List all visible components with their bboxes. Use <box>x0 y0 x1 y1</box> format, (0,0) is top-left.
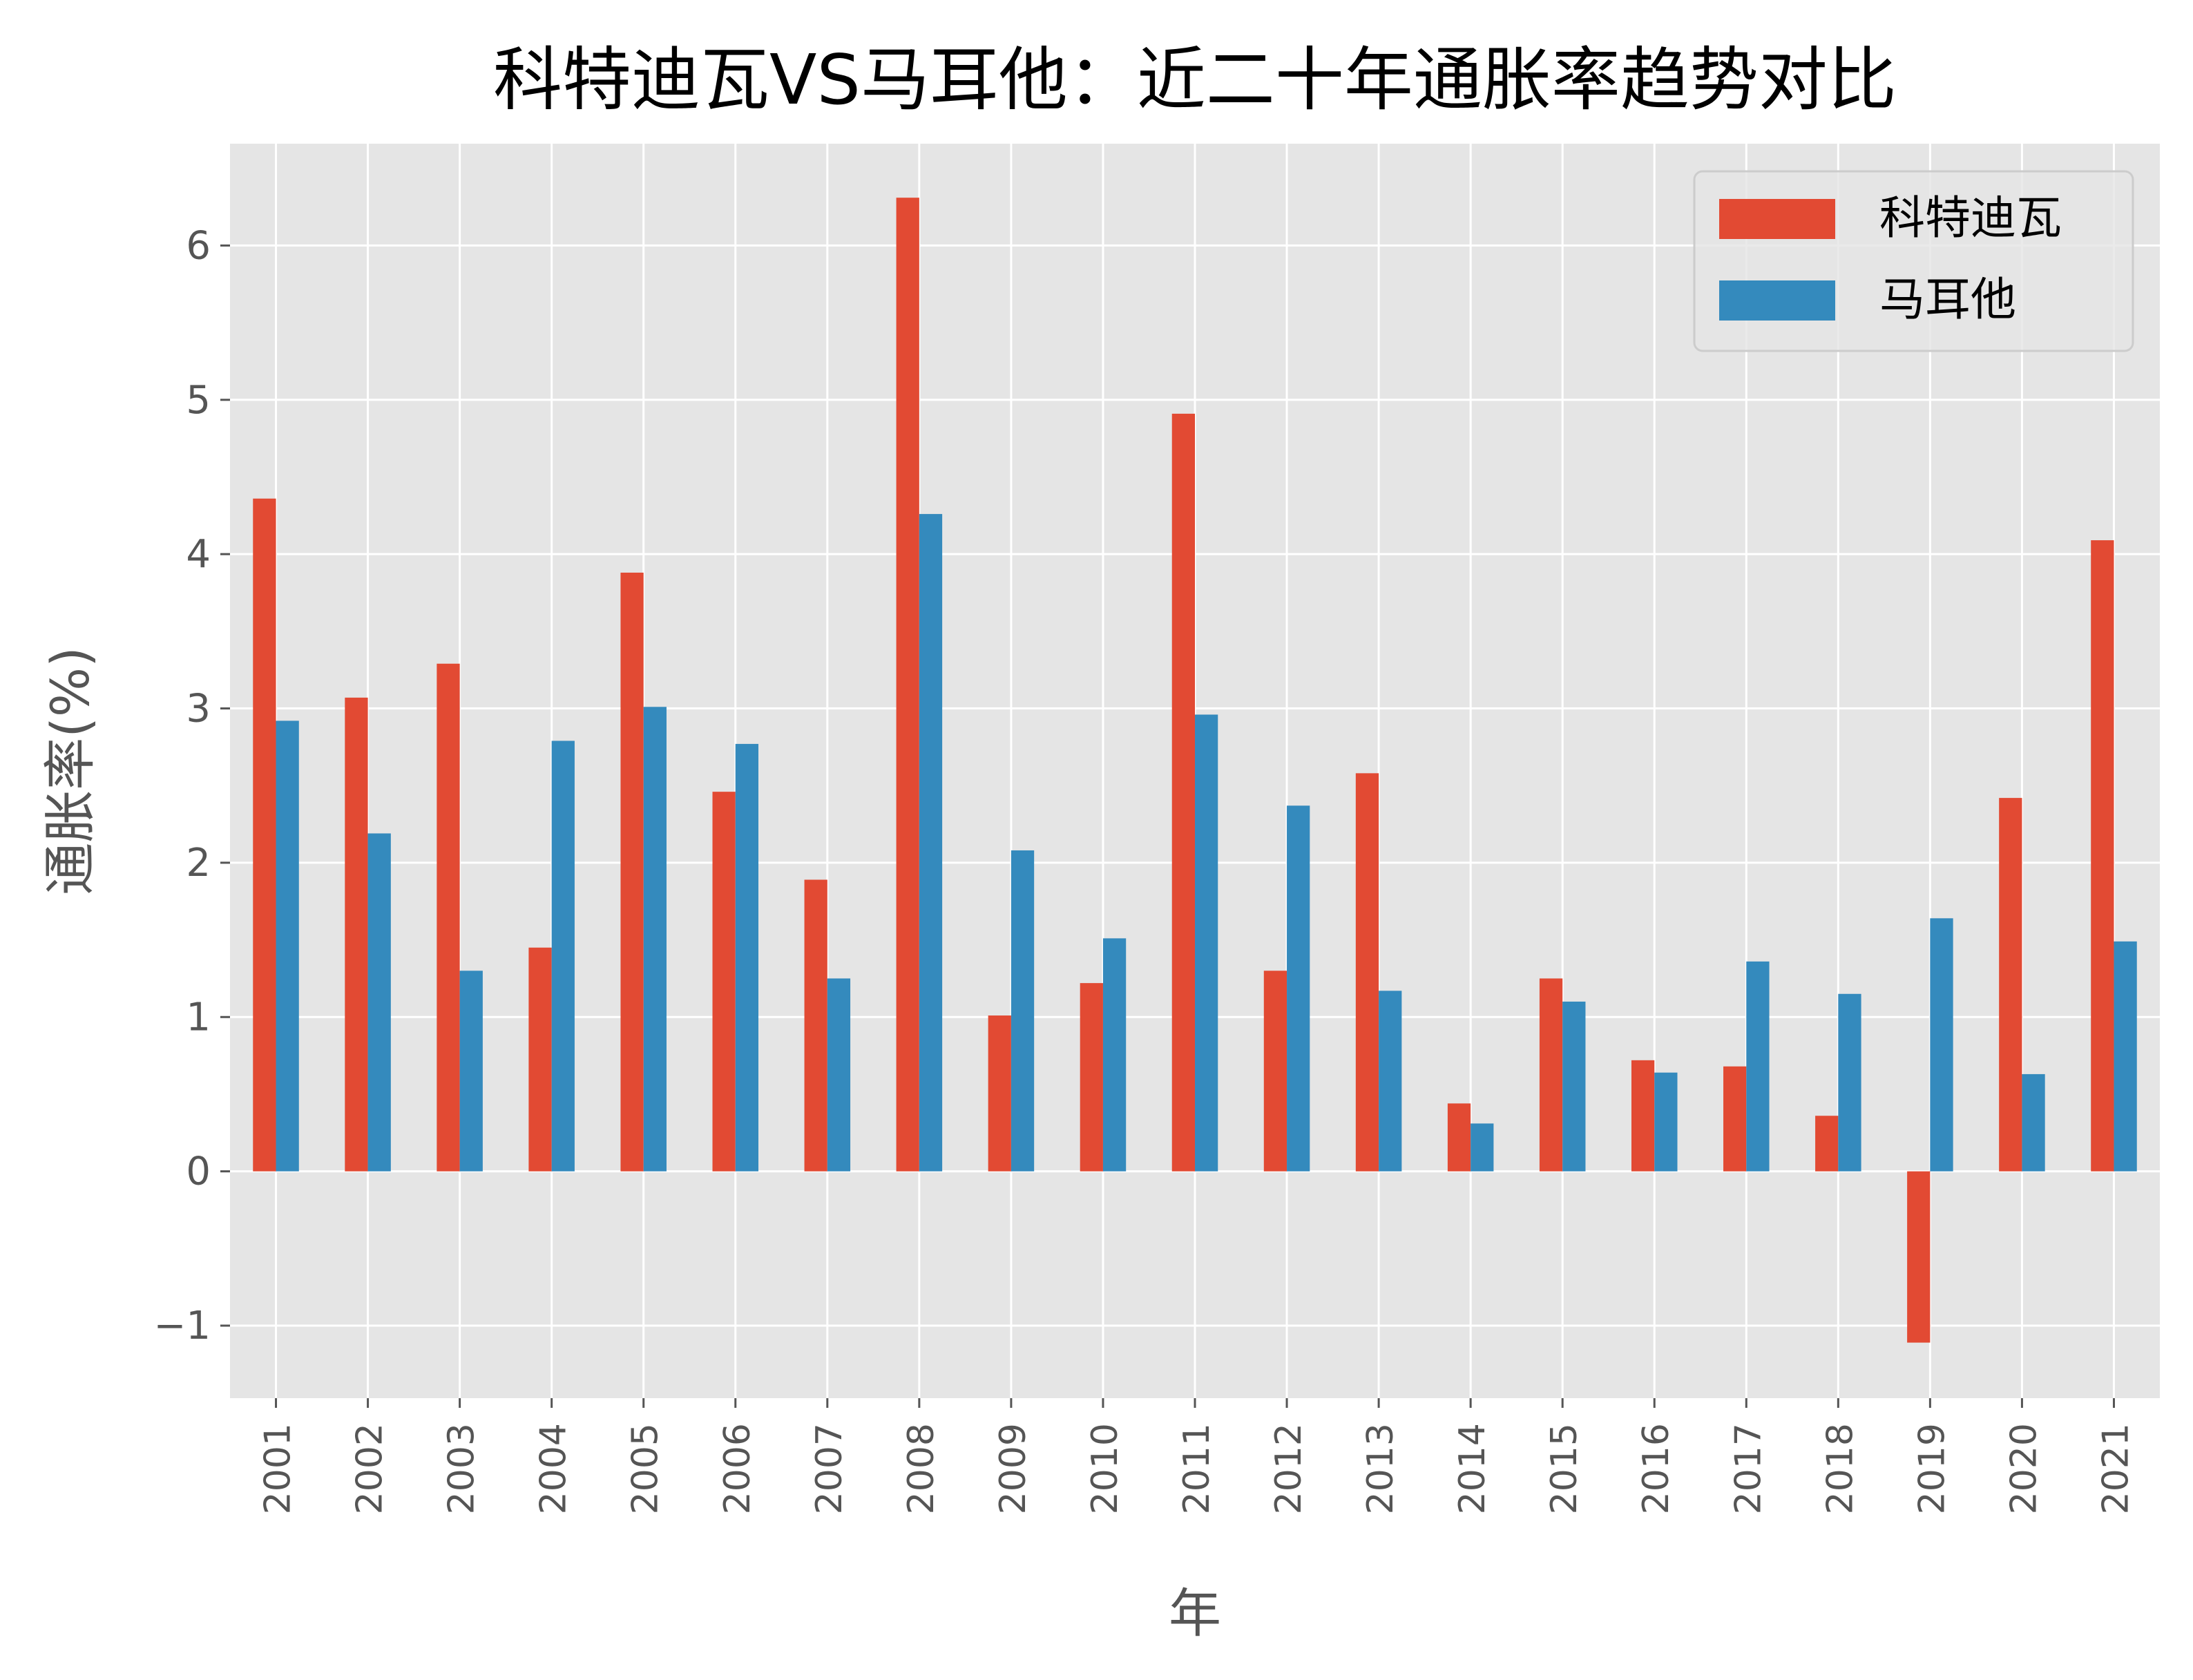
x-tick-label: 2016 <box>1636 1423 1677 1514</box>
bar-series-2-2007 <box>827 978 851 1172</box>
bar-series-2-2004 <box>551 741 575 1172</box>
chart-title: 科特迪瓦VS马耳他：近二十年通胀率趋势对比 <box>493 39 1897 120</box>
bar-series-1-2017 <box>1723 1066 1747 1172</box>
bar-series-2-2003 <box>459 971 483 1172</box>
bar-series-1-2006 <box>712 792 736 1172</box>
y-tick-label: −1 <box>153 1304 211 1348</box>
x-tick-label: 2013 <box>1360 1423 1401 1514</box>
bar-series-2-2016 <box>1654 1072 1678 1172</box>
x-tick-label: 2021 <box>2095 1423 2136 1514</box>
bar-series-1-2014 <box>1447 1103 1471 1172</box>
legend-label: 科特迪瓦 <box>1879 191 2062 245</box>
legend-label: 马耳他 <box>1879 273 2016 326</box>
x-tick-label: 2014 <box>1452 1423 1493 1514</box>
bar-series-2-2012 <box>1287 805 1310 1172</box>
bar-series-1-2003 <box>437 663 460 1172</box>
x-tick-label: 2012 <box>1268 1423 1310 1514</box>
x-tick-label: 2006 <box>717 1423 758 1514</box>
bar-series-2-2008 <box>919 514 943 1172</box>
x-axis: 2001 2002 2003 2004 2005 2006 2007 2008 2009 2010… <box>258 1398 2136 1514</box>
bar-series-1-2020 <box>1999 798 2022 1172</box>
bar-series-1-2009 <box>988 1015 1011 1172</box>
y-axis-label: 通胀率(%) <box>39 647 101 895</box>
x-tick-label: 2008 <box>901 1423 942 1514</box>
bars <box>253 198 2137 1343</box>
bar-series-2-2001 <box>276 720 299 1172</box>
y-tick-label: 5 <box>186 378 211 423</box>
x-tick-label: 2002 <box>349 1423 391 1514</box>
bar-series-1-2001 <box>253 498 276 1172</box>
bar-series-2-2014 <box>1471 1123 1494 1172</box>
bar-series-1-2005 <box>620 572 644 1172</box>
x-tick-label: 2007 <box>809 1423 850 1514</box>
bar-series-1-2004 <box>528 947 552 1172</box>
bar-series-2-2020 <box>2022 1073 2045 1172</box>
bar-series-2-2015 <box>1562 1001 1586 1172</box>
bar-series-2-2009 <box>1011 850 1035 1172</box>
y-tick-label: 6 <box>186 223 211 268</box>
x-tick-label: 2011 <box>1176 1423 1218 1514</box>
y-axis: −1 0 1 2 3 4 5 6 <box>153 223 230 1348</box>
bar-series-2-2011 <box>1195 714 1218 1172</box>
x-tick-label: 2015 <box>1544 1423 1585 1514</box>
x-tick-label: 2010 <box>1084 1423 1126 1514</box>
y-tick-label: 0 <box>186 1149 211 1194</box>
bar-series-1-2016 <box>1631 1060 1655 1172</box>
bar-series-1-2010 <box>1080 983 1103 1172</box>
bar-series-1-2011 <box>1171 413 1195 1172</box>
bar-series-1-2021 <box>2091 540 2114 1172</box>
x-tick-label: 2005 <box>625 1423 667 1514</box>
x-tick-label: 2020 <box>2003 1423 2044 1514</box>
x-tick-label: 2003 <box>441 1423 483 1514</box>
bar-series-2-2019 <box>1930 918 1953 1172</box>
y-tick-label: 2 <box>186 841 211 886</box>
x-tick-label: 2009 <box>993 1423 1034 1514</box>
y-tick-label: 1 <box>186 995 211 1040</box>
bar-series-1-2018 <box>1815 1116 1839 1172</box>
x-axis-label: 年 <box>1169 1583 1221 1644</box>
bar-series-2-2021 <box>2114 941 2137 1172</box>
y-tick-label: 3 <box>186 687 211 732</box>
bar-series-1-2007 <box>804 879 827 1172</box>
x-tick-label: 2018 <box>1819 1423 1861 1514</box>
bar-series-1-2002 <box>345 697 368 1172</box>
bar-series-1-2015 <box>1539 978 1563 1172</box>
bar-series-1-2012 <box>1263 971 1287 1172</box>
bar-series-1-2019 <box>1907 1171 1931 1343</box>
bar-series-2-2006 <box>735 743 759 1172</box>
bar-series-2-2017 <box>1746 961 1770 1172</box>
bar-series-2-2018 <box>1838 993 1861 1172</box>
x-tick-label: 2017 <box>1727 1423 1769 1514</box>
bar-series-2-2010 <box>1102 938 1127 1172</box>
x-tick-label: 2019 <box>1911 1423 1953 1514</box>
bar-series-1-2008 <box>896 198 919 1172</box>
legend-swatch <box>1719 280 1835 321</box>
bar-series-2-2005 <box>643 707 667 1172</box>
x-tick-label: 2001 <box>258 1423 299 1514</box>
y-tick-label: 4 <box>186 532 211 577</box>
bar-series-2-2002 <box>367 833 391 1172</box>
legend-swatch <box>1719 199 1835 239</box>
bar-series-1-2013 <box>1355 773 1379 1172</box>
x-tick-label: 2004 <box>533 1423 575 1514</box>
bar-series-2-2013 <box>1379 991 1402 1172</box>
